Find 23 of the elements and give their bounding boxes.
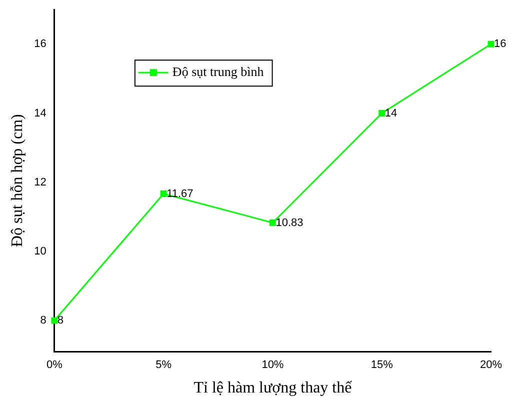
x-tick-label: 0%: [46, 359, 63, 372]
legend-label: Độ sụt trung bình: [172, 64, 264, 80]
x-tick-label: 5%: [156, 359, 172, 372]
data-label: 11.67: [166, 188, 194, 200]
y-axis-title: Độ sụt hỗn hợp (cm): [8, 114, 26, 248]
data-label: 8: [57, 314, 64, 327]
y-tick-label: 14: [34, 107, 46, 120]
point: [51, 317, 58, 324]
point: [160, 190, 167, 197]
x-tick-label: 20%: [480, 359, 502, 372]
x-axis-title: Tỉ lệ hàm lượng thay thế: [194, 380, 353, 397]
x-tick-label: 15%: [370, 359, 394, 372]
data-label: 14: [384, 107, 398, 120]
data-label: 16: [494, 38, 506, 50]
point: [269, 220, 276, 226]
y-tick-label: 8: [40, 314, 46, 327]
point: [488, 40, 494, 48]
x-tick-label: 10%: [262, 359, 284, 372]
y-tick-label: 10: [34, 245, 46, 258]
point: [378, 110, 386, 116]
y-tick-label: 12: [34, 176, 46, 188]
data-label: 10.83: [276, 216, 304, 229]
y-tick-label: 16: [34, 38, 46, 50]
